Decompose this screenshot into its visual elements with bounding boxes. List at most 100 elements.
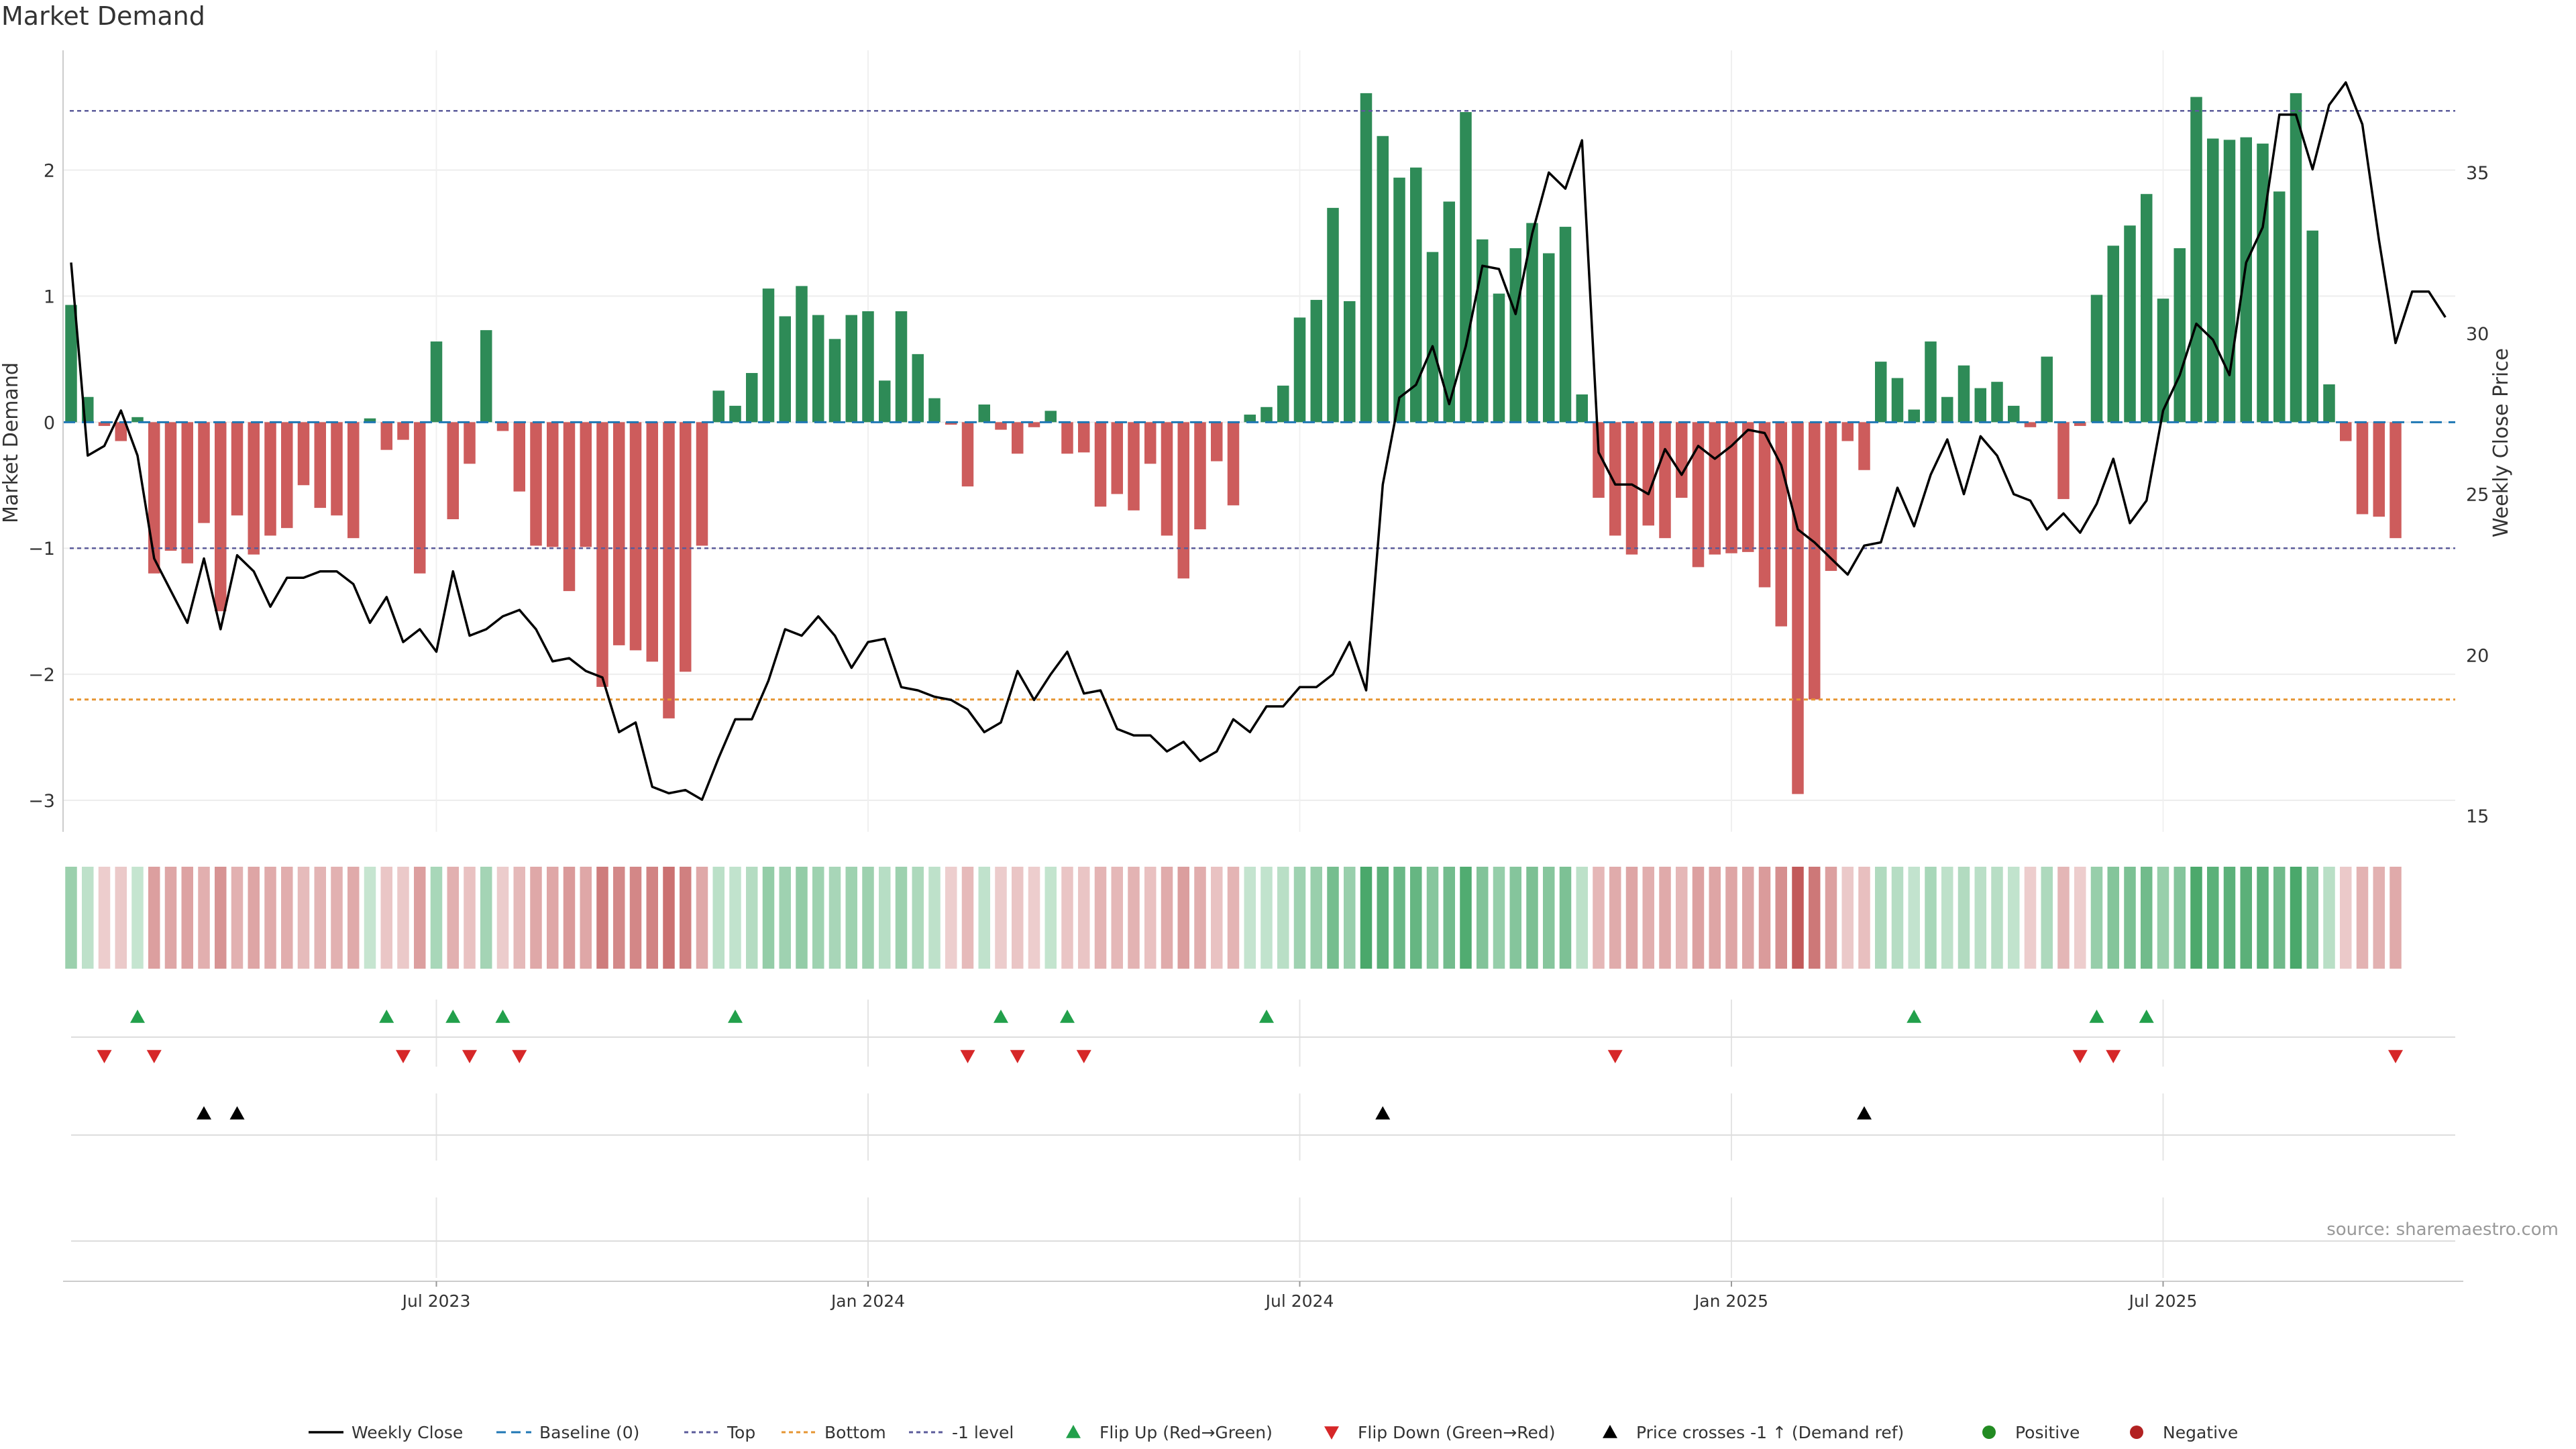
heat-cell [1725,867,1737,969]
demand-bar [1758,422,1771,588]
demand-bar [1012,422,1024,454]
heat-cell [1576,867,1588,969]
y-right-axis-label: Weekly Close Price [2489,348,2513,537]
demand-bar [2174,248,2186,423]
legend-bottom-label: Bottom [824,1423,886,1442]
heat-cell [1310,867,1322,969]
demand-bar [1841,422,1854,441]
demand-bar [912,354,924,423]
demand-bar [862,311,874,423]
heat-cell [2323,867,2335,969]
flip-up-marker [445,1010,461,1023]
demand-bar [297,422,310,486]
heat-cell [1477,867,1489,969]
chart-title: Market Demand [1,1,205,31]
heat-cell [98,867,111,969]
demand-bar [2124,225,2136,423]
heat-cell [1344,867,1356,969]
heat-cell [1327,867,1339,969]
flip-up-marker [728,1010,743,1023]
demand-bar [680,422,692,672]
demand-bar [1443,201,1455,423]
demand-bar [1775,422,1787,627]
demand-bar [895,311,908,423]
heat-cell [2074,867,2086,969]
demand-bar [828,339,841,423]
demand-bar [1327,207,1339,423]
legend-flip-down-swatch [1324,1426,1339,1440]
heat-cell [1044,867,1057,969]
heat-cell [1991,867,2003,969]
y-right-tick-label: 25 [2466,485,2489,506]
demand-bar [1825,422,1837,572]
demand-bar [1460,112,1472,423]
demand-bar [1593,422,1605,498]
heat-cell [1642,867,1654,969]
heat-cell [2107,867,2119,969]
demand-bar [2190,97,2202,423]
heat-cell [1493,867,1505,969]
demand-bar [1177,422,1189,579]
demand-bar [1858,422,1870,470]
demand-bar [2323,384,2335,423]
heat-cell [1393,867,1405,969]
y-left-tick-label: 0 [44,413,55,433]
heat-cell [1377,867,1389,969]
demand-bar [596,422,608,687]
heat-cell [2090,867,2103,969]
demand-bar [1044,411,1057,423]
legend-top-label: Top [727,1423,755,1442]
heat-cell [131,867,144,969]
legend-flip-up-label: Flip Up (Red→Green) [1099,1423,1273,1442]
demand-bar [961,422,974,487]
demand-bar [1875,362,1887,423]
heat-cell [1593,867,1605,969]
flip-up-marker [1907,1010,1922,1023]
heat-cell [1509,867,1521,969]
demand-bar [2090,294,2103,423]
demand-bar [1426,252,1439,423]
demand-bar [1344,301,1356,423]
demand-bar [845,315,857,423]
weekly-close-line [70,81,2447,801]
y-left-tick-label: −3 [28,791,55,812]
heat-cell [1625,867,1638,969]
legend-price-cross-swatch [1603,1425,1617,1438]
flip-up-marker [379,1010,394,1023]
heat-cell [2190,867,2202,969]
heat-cell [364,867,376,969]
demand-bar [1908,409,1920,423]
flip-up-marker [1060,1010,1075,1023]
heat-cell [496,867,509,969]
heat-cell [264,867,276,969]
heat-cell [762,867,775,969]
demand-bar [1642,422,1654,526]
demand-bar [1161,422,1173,536]
heat-cell [1809,867,1821,969]
demand-bar [1128,422,1140,511]
heat-cell [779,867,791,969]
close-line-layer [70,81,2447,801]
heat-cell [995,867,1007,969]
demand-bar [945,422,957,425]
heat-cell [1609,867,1621,969]
demand-bar [1974,388,1986,423]
heat-cell [729,867,741,969]
demand-bar [397,422,409,440]
x-tick-label: Jan 2025 [1693,1291,1768,1311]
heat-cell [2257,867,2269,969]
heat-cell [530,867,542,969]
heat-cell [480,867,492,969]
demand-bar [712,390,724,423]
y-right-tick-label: 30 [2466,324,2489,345]
heat-cell [1012,867,1024,969]
demand-bar [2390,422,2402,539]
heat-cell [1078,867,1090,969]
flip-down-marker [960,1050,975,1063]
flip-up-marker [495,1010,511,1023]
demand-bar [2157,299,2169,423]
demand-bar [2107,246,2119,423]
x-tick-label: Jan 2024 [830,1291,905,1311]
y-right-tick-label: 20 [2466,645,2489,666]
demand-bar [1676,422,1688,498]
